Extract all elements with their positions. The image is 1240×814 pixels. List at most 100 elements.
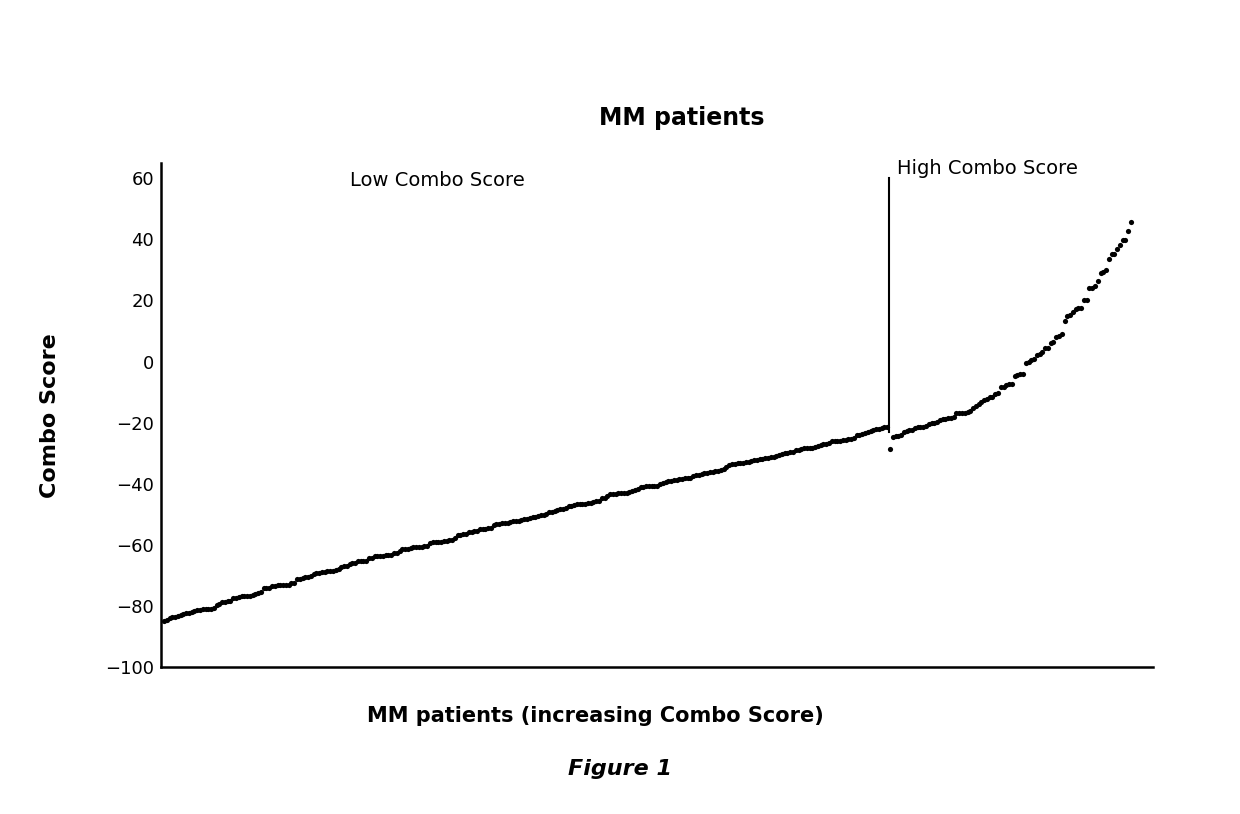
Point [176, 606, 196, 619]
Point [295, 571, 315, 584]
Point [1080, 282, 1100, 295]
Point [475, 523, 495, 536]
Point [1094, 265, 1114, 278]
Point [877, 421, 897, 434]
Point [315, 566, 335, 579]
Point [531, 509, 551, 522]
Point [373, 549, 393, 562]
Point [905, 422, 925, 435]
Point [436, 535, 456, 548]
Point [1107, 243, 1127, 256]
Point [642, 479, 662, 492]
Point [1013, 367, 1033, 380]
Point [548, 504, 568, 517]
Point [162, 610, 182, 624]
Point [551, 503, 570, 516]
Point [501, 515, 521, 528]
Point [584, 495, 604, 508]
Point [869, 422, 889, 435]
Point [782, 445, 802, 458]
Point [587, 495, 606, 508]
Point [880, 442, 900, 455]
Point [508, 514, 528, 527]
Point [396, 542, 415, 555]
Point [301, 570, 321, 583]
Point [888, 430, 908, 443]
Point [356, 554, 376, 567]
Point [650, 478, 670, 491]
Point [234, 589, 254, 602]
Point [1110, 239, 1130, 252]
Point [883, 431, 903, 444]
Point [381, 548, 401, 561]
Point [324, 564, 343, 577]
Point [376, 549, 396, 562]
Point [409, 540, 429, 554]
Point [930, 414, 950, 427]
Point [414, 540, 434, 553]
Point [495, 516, 515, 529]
Point [1071, 301, 1091, 314]
Point [1101, 248, 1121, 261]
Point [450, 528, 470, 541]
Point [634, 480, 653, 493]
Point [957, 405, 977, 418]
Point [780, 446, 800, 459]
Point [503, 514, 523, 527]
Point [742, 454, 761, 467]
Point [986, 387, 1006, 400]
Point [1060, 308, 1080, 321]
Point [652, 476, 672, 489]
Point [520, 511, 539, 524]
Point [997, 379, 1017, 392]
Point [223, 592, 243, 605]
Point [805, 440, 825, 453]
Point [932, 413, 952, 426]
Point [1004, 370, 1024, 383]
Point [215, 595, 234, 608]
Point [822, 435, 842, 448]
Point [872, 421, 892, 434]
Point [1085, 279, 1105, 292]
Point [603, 488, 622, 501]
Point [764, 450, 784, 463]
Point [916, 419, 936, 432]
Point [407, 540, 427, 554]
Point [445, 532, 465, 545]
Point [728, 457, 748, 470]
Point [270, 578, 290, 591]
Point [160, 611, 180, 624]
Point [852, 427, 872, 440]
Point [1049, 330, 1069, 343]
Point [293, 572, 312, 585]
Point [1038, 341, 1058, 354]
Point [1027, 348, 1047, 361]
Point [306, 567, 326, 580]
Point [281, 577, 301, 590]
Point [725, 457, 745, 470]
Point [794, 442, 813, 455]
Point [286, 572, 306, 585]
Point [1016, 357, 1035, 370]
Point [248, 586, 268, 599]
Point [418, 539, 438, 552]
Point [982, 390, 1002, 403]
Point [609, 487, 629, 500]
Point [312, 566, 332, 579]
Point [490, 517, 510, 530]
Point [268, 579, 288, 592]
Text: Low Combo Score: Low Combo Score [350, 171, 525, 190]
Point [766, 449, 786, 462]
Point [977, 392, 997, 405]
Point [448, 529, 467, 542]
Point [367, 549, 387, 562]
Point [711, 463, 730, 476]
Point [1074, 294, 1094, 307]
Point [1099, 252, 1118, 265]
Point [980, 391, 999, 404]
Point [212, 596, 232, 609]
Point [775, 447, 795, 460]
Point [254, 582, 274, 595]
Point [512, 514, 532, 527]
Point [171, 608, 191, 621]
